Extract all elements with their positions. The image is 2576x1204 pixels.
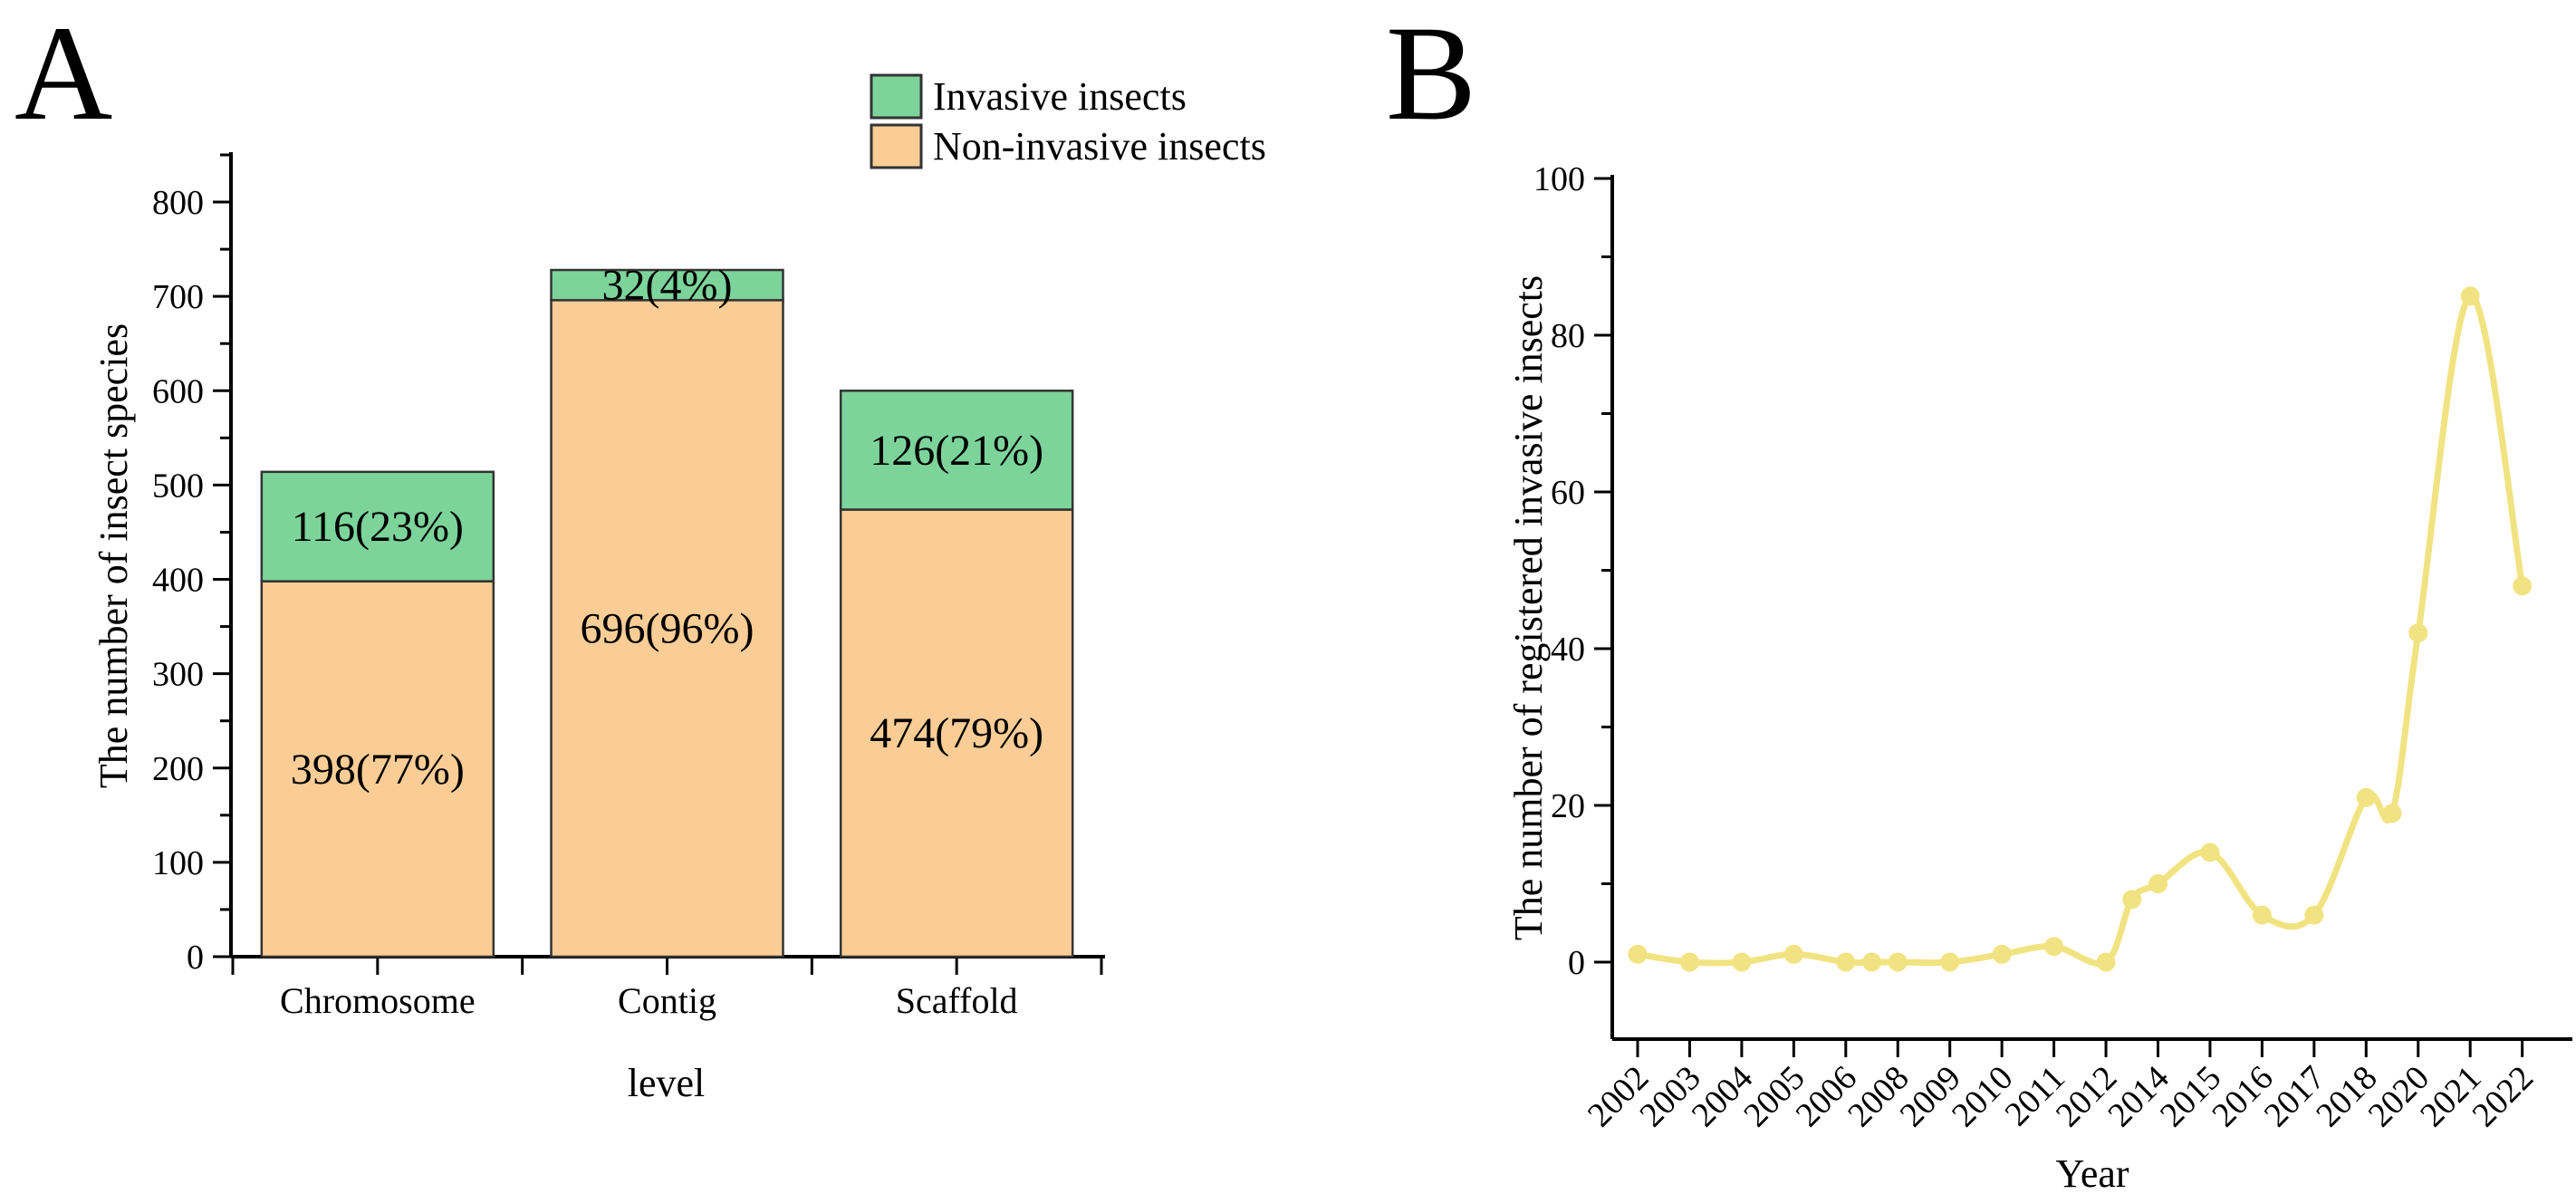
b-ytick-label: 40	[1551, 631, 1585, 669]
a-ytick-label: 700	[152, 278, 204, 316]
b-ytick-label: 60	[1551, 474, 1585, 512]
legend-label: Non-invasive insects	[933, 124, 1266, 169]
point-2018	[2356, 787, 2376, 807]
point-2005	[1783, 944, 1803, 964]
b-y-axis-title: The number of registered invasive insect…	[1506, 275, 1551, 940]
a-ytick-label: 500	[152, 467, 204, 505]
legend-label: Invasive insects	[933, 74, 1187, 119]
panel-b-chart: 0 20 40 60 80 100 2002200320042005200620082009…	[1506, 160, 2572, 1196]
bar-chromosome-invasive	[260, 470, 495, 583]
a-ytick-label: 300	[152, 656, 204, 694]
point-2019	[2382, 804, 2402, 824]
point-2003	[1679, 952, 1699, 972]
b-x-ticks: 2002200320042005200620082009201020112012…	[1581, 1039, 2541, 1134]
panel-b-label: B	[1386, 0, 1477, 149]
point-2011	[2044, 937, 2064, 957]
b-data-points	[1628, 286, 2533, 972]
bar-label-invasive: 116(23%)	[292, 503, 464, 551]
a-ytick-label: 600	[152, 372, 204, 410]
point-2004	[1732, 952, 1752, 972]
a-ytick-label: 800	[152, 184, 204, 222]
point-2015	[2200, 843, 2220, 862]
point-2002	[1628, 944, 1648, 964]
bar-label-invasive: 32(4%)	[602, 262, 733, 310]
b-ytick-label: 100	[1533, 160, 1585, 198]
point-2022	[2513, 576, 2533, 596]
panel-a-label: A	[14, 0, 113, 149]
b-ytick-label: 0	[1568, 944, 1585, 982]
b-ytick-label: 80	[1551, 317, 1585, 355]
a-xtick-label: Scaffold	[896, 980, 1018, 1021]
a-x-ticks: Chromosome Contig Scaffold	[231, 957, 1103, 1021]
a-bars: 398(77%) 116(23%) 696(96%) 32(4%) 474(79%) 12…	[260, 262, 1074, 958]
a-ytick-label: 0	[187, 939, 204, 977]
trend-line	[1634, 293, 2526, 968]
a-y-axis-title: The number of insect species	[91, 323, 136, 788]
panel-a-chart: Invasive insects Non-invasive insects 0 100…	[91, 73, 1266, 1105]
point-2014	[2148, 874, 2167, 893]
a-ytick-label: 400	[152, 562, 204, 600]
bar-label-non-invasive: 398(77%)	[291, 746, 465, 794]
point-2020	[2408, 623, 2428, 643]
a-x-axis-title: level	[628, 1061, 706, 1105]
b-xtick-label: 2022	[2465, 1059, 2541, 1134]
bar-chromosome-non-invasive	[260, 580, 495, 958]
bar-contig-invasive	[550, 268, 784, 302]
point-2010	[1992, 944, 2012, 964]
point-2009	[1940, 952, 1960, 972]
legend-swatch-invasive	[870, 73, 923, 120]
bar-label-non-invasive: 474(79%)	[870, 709, 1043, 757]
a-y-ticks: 0 100 200 300 400 500 600 700 800	[152, 153, 231, 977]
b-x-axis-title: Year	[2055, 1151, 2129, 1196]
b-ytick-label: 20	[1551, 787, 1585, 825]
bar-label-non-invasive: 696(96%)	[581, 605, 755, 653]
bar-scaffold-invasive	[839, 390, 1074, 511]
panel-a-legend: Invasive insects Non-invasive insects	[870, 73, 1266, 169]
b-y-ticks: 0 20 40 60 80 100	[1533, 160, 1612, 982]
a-xtick-label: Chromosome	[280, 980, 476, 1021]
point-2013	[2122, 890, 2142, 910]
point-2006	[1836, 952, 1856, 972]
point-2021	[2460, 286, 2480, 306]
a-ytick-label: 100	[152, 844, 204, 882]
bar-label-invasive: 126(21%)	[870, 427, 1043, 475]
point-2016	[2252, 905, 2272, 925]
bar-scaffold-non-invasive	[839, 508, 1074, 958]
bar-contig-non-invasive	[550, 299, 784, 958]
a-ytick-label: 200	[152, 750, 204, 788]
point-2012	[2096, 952, 2116, 972]
a-xtick-label: Contig	[618, 980, 716, 1021]
point-2008	[1888, 952, 1908, 972]
point-2007	[1862, 952, 1882, 972]
legend-swatch-non-invasive	[870, 123, 923, 169]
point-2017	[2304, 905, 2324, 925]
